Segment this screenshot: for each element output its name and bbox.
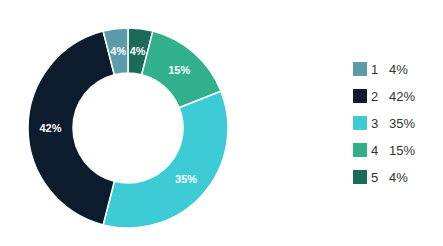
html-text:5 4%: 5 4% (370, 169, 408, 185)
html-text:2 42%: 2 42% (370, 88, 415, 104)
svg-text:4%: 4% (130, 45, 146, 57)
svg-text:42%: 42% (39, 122, 61, 134)
svg-text:4%: 4% (110, 45, 126, 57)
html-text:3 35%: 3 35% (370, 115, 415, 131)
svg-text:15%: 15% (168, 64, 190, 76)
svg-text:35%: 35% (175, 173, 197, 185)
html-text:1 4%: 1 4% (370, 61, 408, 77)
html-text:4 15%: 4 15% (370, 142, 415, 158)
